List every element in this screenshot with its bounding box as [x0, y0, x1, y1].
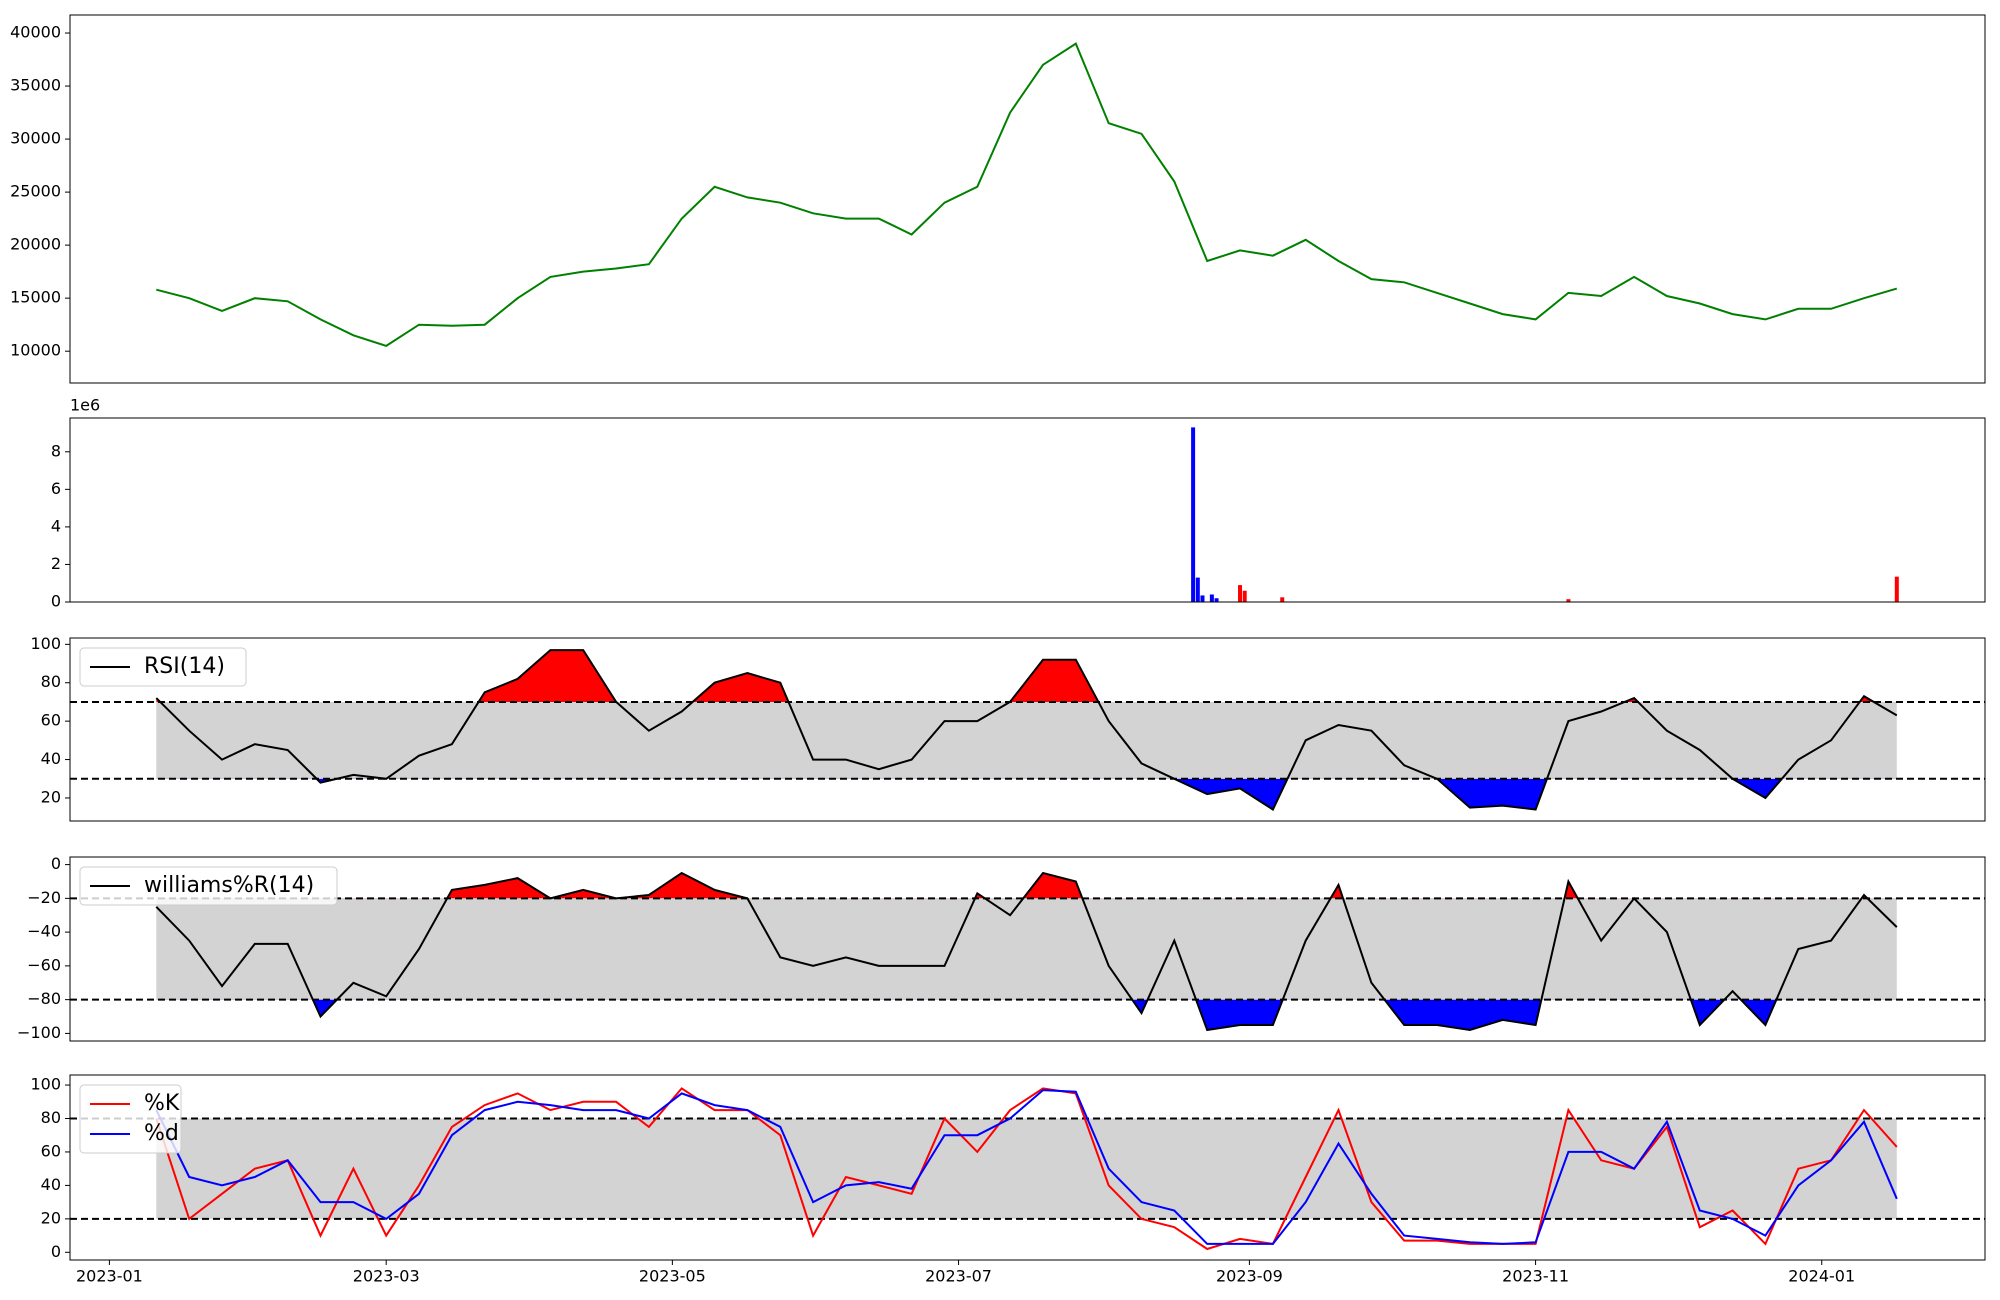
- y-tick-label: 2: [51, 554, 61, 573]
- oversold-fill: [156, 778, 1897, 810]
- price-line: [156, 42, 1898, 347]
- y-tick-label: −40: [27, 922, 61, 941]
- series-line: [155, 649, 1898, 811]
- legend-label: williams%R(14): [144, 873, 314, 898]
- x-tick-label: 2023-01: [76, 1267, 143, 1286]
- series-line: [155, 871, 1898, 1032]
- volume-bar: [1191, 427, 1196, 602]
- plot-area: [70, 649, 1985, 811]
- y-tick-label: 20: [41, 787, 61, 806]
- y-tick-label: 0: [51, 854, 61, 873]
- x-tick-label: 2023-11: [1502, 1267, 1569, 1286]
- axes-frame: [69, 856, 1986, 1042]
- y-tick-label: 4: [51, 516, 61, 535]
- x-tick-label: 2023-05: [639, 1267, 706, 1286]
- y-tick-label: 20000: [10, 235, 61, 254]
- y-tick-label: 100: [30, 634, 61, 653]
- volume-bar: [1566, 599, 1571, 602]
- series-line: [155, 1089, 1898, 1245]
- neutral-band: [156, 898, 1897, 1000]
- volume-bar: [1242, 590, 1247, 602]
- y-tick-label: −80: [27, 989, 61, 1008]
- volume-bar: [1214, 598, 1219, 602]
- y-tick-label: 40000: [10, 23, 61, 42]
- volume-bar: [1280, 597, 1285, 602]
- y-tick-label: 15000: [10, 288, 61, 307]
- y-tick-label: 6: [51, 479, 61, 498]
- x-tick-label: 2023-07: [925, 1267, 992, 1286]
- x-tick-label: 2023-03: [353, 1267, 420, 1286]
- y-tick-label: −100: [17, 1023, 61, 1042]
- y-tick-label: 20: [41, 1208, 61, 1227]
- y-tick-label: 40: [41, 749, 61, 768]
- series-line: [155, 1087, 1898, 1251]
- volume-bar: [1894, 576, 1899, 602]
- plot-area: [156, 42, 1898, 347]
- y-tick-label: −60: [27, 955, 61, 974]
- y-tick-label: 40: [41, 1175, 61, 1194]
- plot-area: [70, 871, 1985, 1032]
- y-tick-label: 8: [51, 441, 61, 460]
- y-tick-label: 100: [30, 1075, 61, 1094]
- y-tick-label: 35000: [10, 76, 61, 95]
- y-tick-label: 30000: [10, 129, 61, 148]
- plot-area: [1191, 427, 1899, 602]
- axes-frame: [69, 637, 1986, 822]
- legend-label: RSI(14): [144, 654, 225, 679]
- y-tick-label: 0: [51, 1242, 61, 1261]
- overbought-fill: [156, 650, 1874, 702]
- legend-label: %d: [144, 1121, 179, 1146]
- x-tick-label: 2024-01: [1788, 1267, 1855, 1286]
- y-tick-label: 10000: [10, 341, 61, 360]
- neutral-band: [156, 701, 1897, 779]
- legend-box: [79, 647, 247, 687]
- x-tick-label: 2023-09: [1216, 1267, 1283, 1286]
- axes-frame: [69, 417, 1986, 603]
- axis-offset-label: 1e6: [70, 396, 100, 415]
- oversold-fill: [156, 999, 1897, 1030]
- y-tick-label: 80: [41, 672, 61, 691]
- legend-label: %K: [144, 1091, 180, 1116]
- volume-bar: [1200, 595, 1205, 602]
- volume-bar: [1238, 585, 1243, 602]
- y-tick-label: 60: [41, 711, 61, 730]
- legend-box: [79, 1084, 182, 1154]
- volume-bar: [1195, 577, 1200, 602]
- y-tick-label: 80: [41, 1108, 61, 1127]
- axes-frame: [69, 1074, 1986, 1261]
- axes-frame: [69, 14, 1986, 384]
- y-tick-label: −20: [27, 888, 61, 907]
- y-tick-label: 60: [41, 1141, 61, 1160]
- legend-box: [79, 866, 338, 906]
- plot-area: [70, 1087, 1985, 1251]
- neutral-band: [156, 1118, 1897, 1219]
- overbought-fill: [156, 873, 1897, 899]
- y-tick-label: 25000: [10, 182, 61, 201]
- y-tick-label: 0: [51, 592, 61, 611]
- volume-bar: [1209, 594, 1214, 602]
